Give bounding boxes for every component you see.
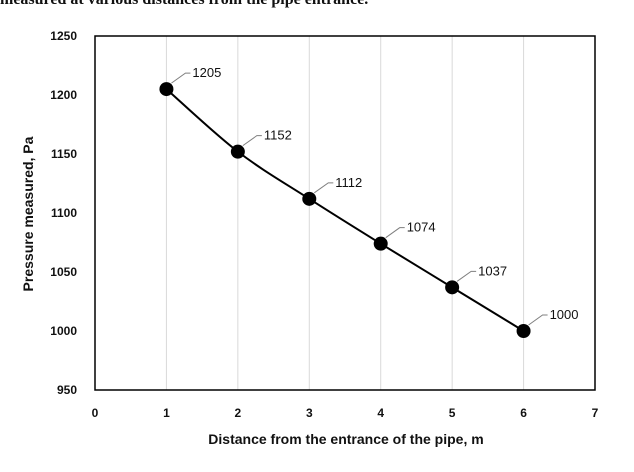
y-tick-label: 1150 — [51, 147, 77, 161]
data-point — [445, 280, 460, 295]
data-label: 1074 — [407, 220, 436, 235]
data-label: 1000 — [550, 307, 579, 322]
data-label-leader — [171, 72, 191, 84]
y-tick-label: 1050 — [50, 265, 77, 279]
data-point — [159, 82, 174, 97]
data-labels: 1205 1152 1112 1074 1037 1000 — [192, 65, 578, 322]
data-label-leaders — [171, 72, 548, 326]
y-tick-label: 1250 — [50, 29, 77, 43]
x-tick-label: 3 — [306, 406, 313, 420]
data-point — [516, 324, 531, 338]
x-tick-label: 5 — [449, 406, 456, 420]
plot-frame — [94, 35, 596, 391]
x-tick-label: 2 — [235, 406, 242, 420]
y-tick-labels: 950 1000 1050 1100 1150 1200 1250 — [50, 29, 77, 397]
data-label-leader — [456, 270, 477, 282]
y-tick-label: 1200 — [50, 88, 77, 102]
x-tick-label: 0 — [92, 406, 99, 420]
data-label: 1152 — [264, 128, 292, 143]
x-tick-labels: 0 1 2 3 4 5 6 7 — [92, 406, 599, 420]
y-tick-label: 1100 — [51, 206, 77, 220]
data-label: 1205 — [192, 65, 221, 80]
data-label: 1112 — [335, 175, 362, 190]
data-point — [302, 191, 317, 206]
y-axis-label: Pressure measured, Pa — [20, 136, 36, 291]
data-point — [230, 144, 245, 159]
data-label-leader — [385, 227, 405, 239]
data-label-leader — [313, 182, 334, 194]
grid-lines — [165, 36, 525, 390]
series-line — [165, 88, 525, 332]
page-top-text: measured at various distances from the p… — [0, 0, 634, 11]
data-label-leader — [528, 314, 548, 326]
x-axis-label: Distance from the entrance of the pipe, … — [208, 431, 483, 447]
data-points — [159, 82, 531, 338]
data-point — [373, 236, 388, 251]
data-label: 1037 — [478, 263, 507, 278]
y-tick-label: 950 — [57, 383, 77, 397]
y-tick-label: 1000 — [50, 324, 77, 338]
x-tick-label: 6 — [520, 406, 527, 420]
x-tick-label: 4 — [377, 406, 384, 420]
x-tick-label: 7 — [592, 406, 599, 420]
x-tick-label: 1 — [163, 406, 170, 420]
data-label-leader — [242, 135, 262, 147]
